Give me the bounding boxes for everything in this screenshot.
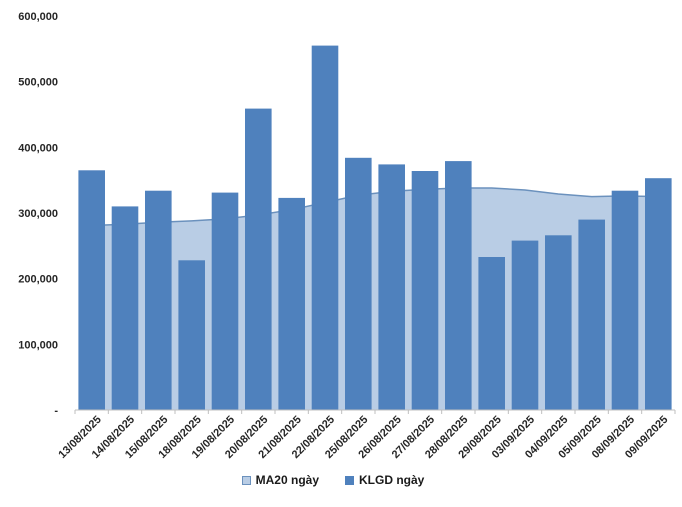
volume-bar[interactable] <box>645 178 672 410</box>
volume-bar[interactable] <box>211 192 239 410</box>
y-axis-label: - <box>54 405 58 417</box>
y-axis-label: 300,000 <box>18 208 58 220</box>
volume-bar[interactable] <box>611 190 639 410</box>
klgd-legend-swatch-icon <box>345 475 354 485</box>
chart-legend: MA20 ngày KLGD ngày <box>0 466 674 494</box>
y-axis-label: 400,000 <box>18 142 58 154</box>
volume-bar[interactable] <box>311 45 339 410</box>
ma20-legend-swatch-icon <box>241 475 251 485</box>
plot-area: - 100,000 200,000 300,000 400,000 500,000 600,… <box>18 11 676 461</box>
volume-bar[interactable] <box>378 164 405 410</box>
volume-bar[interactable] <box>545 235 572 410</box>
ma20-line <box>91 187 659 227</box>
volume-bar[interactable] <box>278 197 305 410</box>
volume-bar[interactable] <box>445 161 472 410</box>
y-axis-label: 200,000 <box>18 274 58 286</box>
volume-bar[interactable] <box>578 219 605 410</box>
ma20-legend-label: MA20 ngày <box>255 473 319 487</box>
legend-item-ma20[interactable]: MA20 ngày <box>241 473 319 487</box>
volume-bar[interactable] <box>245 108 272 410</box>
volume-bar[interactable] <box>411 171 439 410</box>
volume-bar[interactable] <box>145 190 172 410</box>
y-axis-label: 500,000 <box>18 77 58 89</box>
volume-bar[interactable] <box>478 257 505 410</box>
klgd-legend-label: KLGD ngày <box>359 473 425 487</box>
volume-bar[interactable] <box>345 157 372 410</box>
volume-bar[interactable] <box>111 206 139 410</box>
legend-item-klgd[interactable]: KLGD ngày <box>345 473 424 487</box>
volume-bar[interactable] <box>78 170 105 410</box>
volume-bar[interactable] <box>511 240 539 410</box>
y-axis-label: 100,000 <box>18 339 58 351</box>
volume-bar[interactable] <box>178 260 205 410</box>
y-axis-label: 600,000 <box>18 11 58 23</box>
